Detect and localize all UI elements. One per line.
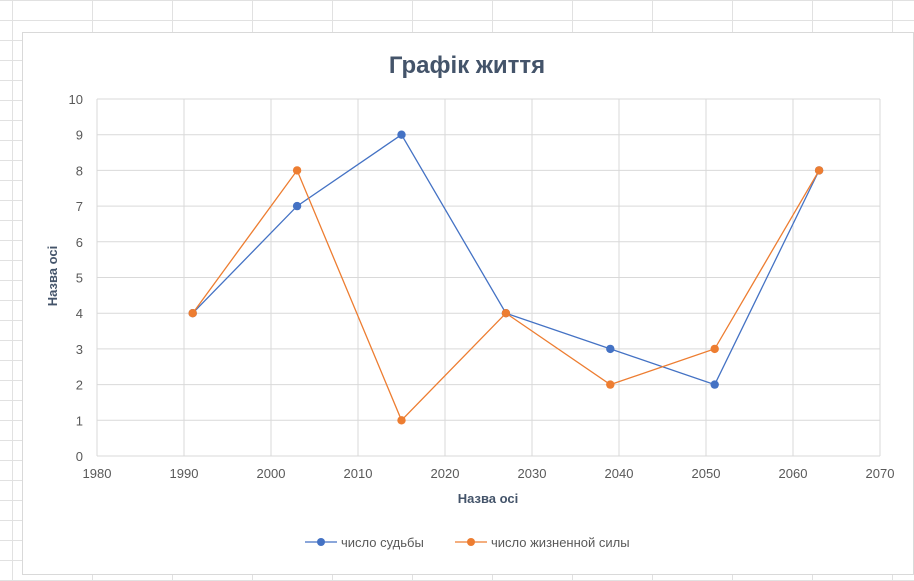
y-tick-label: 8: [76, 163, 83, 178]
chart-title: Графік життя: [389, 52, 545, 79]
series-layer: [188, 130, 824, 425]
y-tick-label: 4: [76, 306, 83, 321]
line-chart: Графік життя 0 1 2 3 4 5 6 7 8 9 10 1980 1990 2000 201…: [45, 52, 895, 550]
x-tick-label: 2020: [431, 466, 460, 481]
series-2: [188, 166, 824, 425]
y-tick-label: 6: [76, 235, 83, 250]
series-1: [188, 130, 824, 389]
axis-tick-labels: 0 1 2 3 4 5 6 7 8 9 10 1980 1990 2000 2010 2020 2030 2040…: [69, 92, 895, 481]
x-tick-label: 2050: [692, 466, 721, 481]
series-line: [192, 133, 820, 386]
x-tick-label: 2010: [344, 466, 373, 481]
y-tick-label: 5: [76, 271, 83, 286]
y-axis-title: Назва осі: [45, 246, 60, 307]
x-tick-label: 2000: [257, 466, 286, 481]
data-point[interactable]: [188, 309, 197, 318]
x-axis-title: Назва осі: [458, 491, 519, 506]
y-tick-label: 2: [76, 378, 83, 393]
data-point[interactable]: [606, 380, 615, 389]
series-line: [192, 169, 820, 422]
data-point[interactable]: [397, 130, 406, 139]
x-tick-label: 1990: [170, 466, 199, 481]
data-point[interactable]: [710, 344, 719, 354]
legend-swatch-marker: [317, 538, 325, 546]
y-tick-label: 10: [69, 92, 83, 107]
legend: число судьбы число жизненной силы: [305, 535, 630, 550]
legend-entry-series-1[interactable]: число судьбы: [305, 535, 424, 550]
data-point[interactable]: [501, 309, 511, 318]
x-tick-label: 2060: [779, 466, 808, 481]
x-tick-label: 2040: [605, 466, 634, 481]
y-tick-label: 9: [76, 128, 83, 143]
gridlines: [96, 98, 881, 457]
data-point[interactable]: [397, 416, 406, 425]
legend-entry-series-2[interactable]: число жизненной силы: [455, 535, 630, 550]
legend-label: число судьбы: [341, 535, 424, 550]
y-tick-label: 1: [76, 413, 83, 428]
data-point[interactable]: [814, 166, 824, 175]
legend-swatch-marker: [467, 538, 475, 546]
x-tick-label: 2030: [518, 466, 547, 481]
data-point[interactable]: [710, 380, 719, 389]
y-tick-label: 0: [76, 449, 83, 464]
data-point[interactable]: [606, 344, 615, 354]
y-tick-label: 7: [76, 199, 83, 214]
data-point[interactable]: [292, 201, 302, 211]
data-point[interactable]: [292, 166, 302, 175]
x-tick-label: 1980: [83, 466, 112, 481]
chart-area[interactable]: Графік життя 0 1 2 3 4 5 6 7 8 9 10 1980 1990 2000 201…: [22, 32, 914, 575]
y-tick-label: 3: [76, 342, 83, 357]
x-tick-label: 2070: [866, 466, 895, 481]
legend-label: число жизненной силы: [491, 535, 630, 550]
